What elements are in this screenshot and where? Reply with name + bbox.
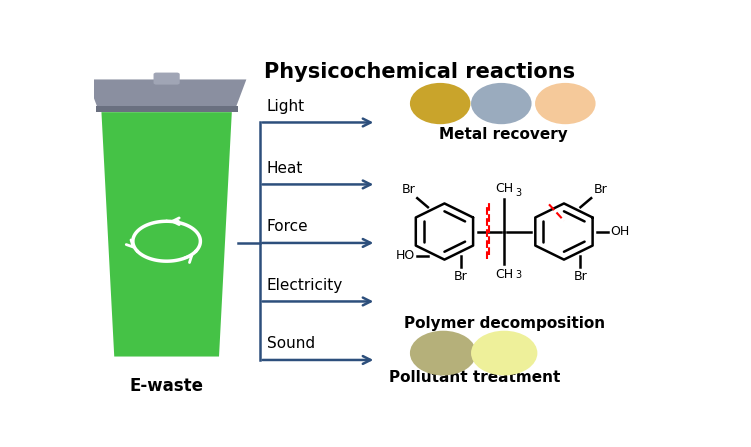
Text: Electricity: Electricity [267,278,343,293]
Text: Light: Light [267,99,305,114]
Ellipse shape [410,331,476,375]
Ellipse shape [410,83,470,124]
Text: Sound: Sound [267,336,315,351]
Text: Physicochemical reactions: Physicochemical reactions [264,62,575,82]
Text: Pd: Pd [491,97,511,110]
Text: Polymer decomposition: Polymer decomposition [403,316,605,331]
Text: TOC
COD: TOC COD [490,338,518,367]
Text: VOCs: VOCs [427,346,460,359]
Text: Force: Force [267,219,309,234]
Polygon shape [87,80,246,110]
Text: E-waste: E-waste [130,377,204,395]
Ellipse shape [471,83,532,124]
Text: Metal recovery: Metal recovery [439,127,568,142]
Ellipse shape [471,331,538,375]
Polygon shape [101,112,232,357]
Ellipse shape [535,83,596,124]
Text: Li₂CO₃: Li₂CO₃ [541,97,589,110]
Text: Pollutant treatment: Pollutant treatment [390,370,561,385]
Text: Heat: Heat [267,161,303,176]
Polygon shape [95,106,237,112]
Text: Au: Au [430,97,451,110]
FancyBboxPatch shape [153,72,179,84]
